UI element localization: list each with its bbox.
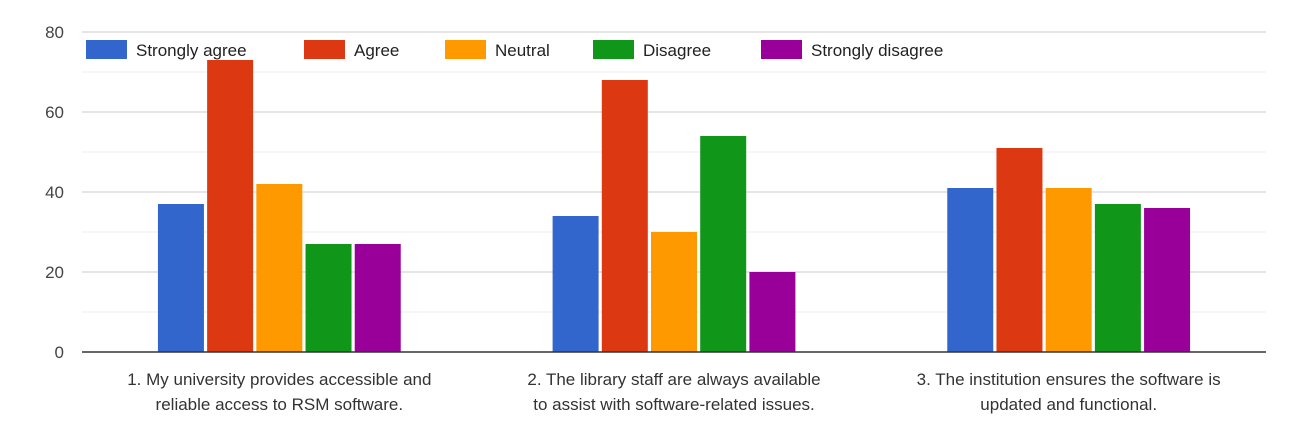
bar[interactable]: Agree: 68 [601, 80, 648, 352]
legend-label: Disagree [643, 41, 711, 60]
x-tick-label: 3. The institution ensures the software … [917, 370, 1221, 389]
legend-item[interactable]: Disagree [593, 40, 711, 60]
bar[interactable]: Neutral: 30 [651, 232, 697, 352]
bar[interactable]: Disagree: 54 [700, 136, 747, 352]
y-tick-label: 0 [55, 343, 64, 362]
x-tick-label: to assist with software-related issues. [533, 395, 815, 414]
legend-swatch [86, 40, 127, 59]
legend-swatch [761, 40, 802, 59]
bar[interactable]: Strongly agree: 37 [157, 204, 204, 352]
legend-label: Agree [354, 41, 399, 60]
legend: Strongly agree Agree Neutral Disagree Strong… [86, 40, 943, 60]
legend-label: Strongly disagree [811, 41, 943, 60]
bar[interactable]: Strongly disagree: 20 [749, 272, 796, 352]
y-tick-label: 40 [45, 183, 64, 202]
bar[interactable]: Neutral: 41 [1045, 188, 1092, 352]
x-tick-label: 2. The library staff are always availabl… [527, 370, 820, 389]
x-tick-label: 1. My university provides accessible and [127, 370, 431, 389]
y-tick-label: 80 [45, 23, 64, 42]
legend-swatch [445, 40, 486, 59]
bar[interactable]: Disagree: 27 [305, 244, 352, 352]
bar[interactable]: Strongly disagree: 36 [1144, 208, 1191, 352]
legend-label: Strongly agree [136, 41, 247, 60]
y-tick-label: 20 [45, 263, 64, 282]
bar[interactable]: Neutral: 42 [256, 184, 303, 352]
legend-label: Neutral [495, 41, 550, 60]
bar[interactable]: Strongly agree: 41 [947, 188, 994, 352]
bar[interactable]: Strongly agree: 34 [552, 216, 599, 352]
bar[interactable]: Disagree: 37 [1094, 204, 1141, 352]
legend-item[interactable]: Agree [304, 40, 399, 60]
legend-swatch [593, 40, 634, 59]
legend-item[interactable]: Strongly agree [86, 40, 247, 60]
legend-item[interactable]: Strongly disagree [761, 40, 943, 60]
bar[interactable]: Agree: 73 [207, 60, 254, 352]
x-tick-label: updated and functional. [980, 395, 1157, 414]
bar[interactable]: Agree: 51 [996, 148, 1043, 352]
bars-layer: Strongly agree: 37Agree: 73Neutral: 42Di… [157, 60, 1191, 352]
legend-swatch [304, 40, 345, 59]
y-tick-label: 60 [45, 103, 64, 122]
x-tick-label: reliable access to RSM software. [156, 395, 404, 414]
bar[interactable]: Strongly disagree: 27 [354, 244, 401, 352]
legend-item[interactable]: Neutral [445, 40, 550, 60]
axis-layer: 0 20 40 60 80 1. My university provides acces… [45, 23, 1266, 414]
